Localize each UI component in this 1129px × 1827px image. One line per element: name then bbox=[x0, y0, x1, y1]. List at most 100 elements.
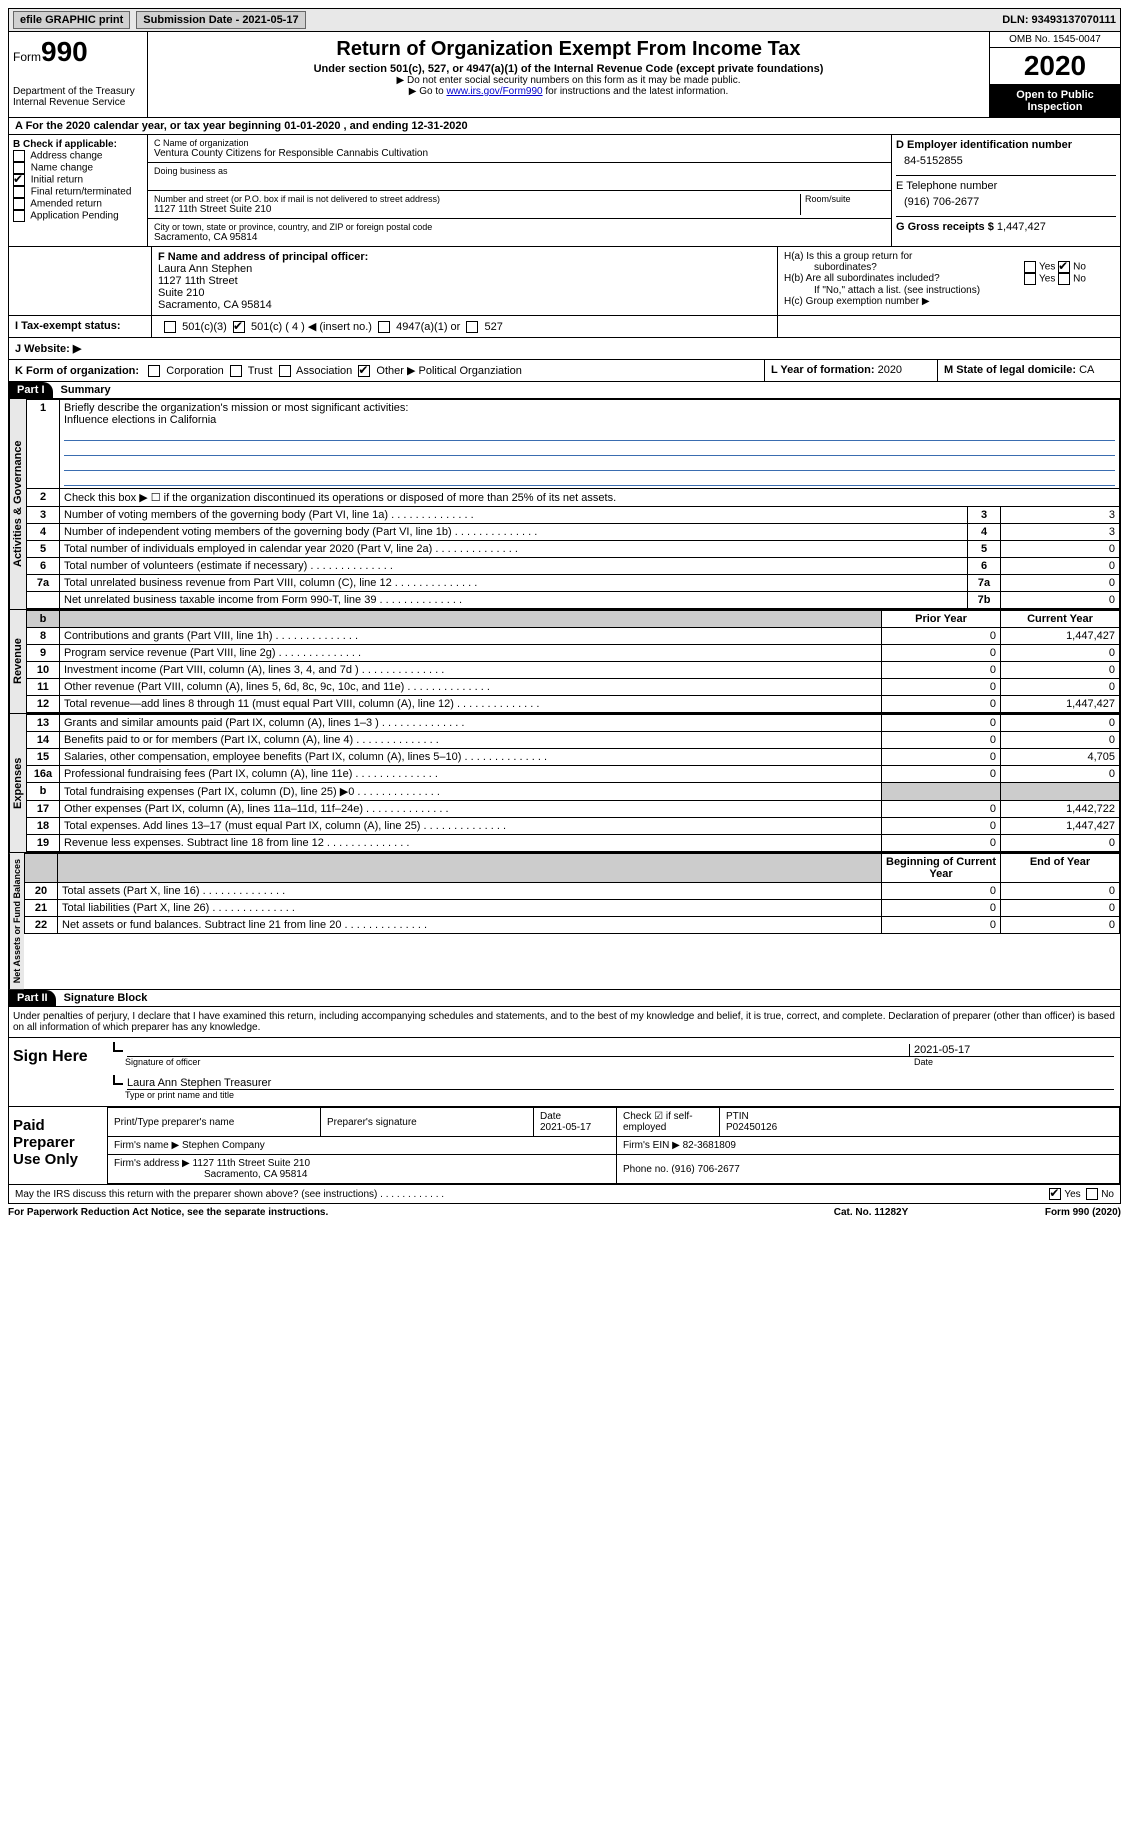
firm-name-label: Firm's name ▶ bbox=[114, 1140, 179, 1151]
firm-addr-label: Firm's address ▶ bbox=[114, 1158, 190, 1169]
firm-addr1: 1127 11th Street Suite 210 bbox=[193, 1158, 311, 1169]
tab-net-assets: Net Assets or Fund Balances bbox=[9, 853, 24, 989]
efile-print-button[interactable]: efile GRAPHIC print bbox=[13, 11, 130, 29]
website-label: J Website: ▶ bbox=[9, 338, 151, 359]
gross-label: G Gross receipts $ bbox=[896, 221, 994, 233]
irs-link[interactable]: www.irs.gov/Form990 bbox=[446, 86, 542, 97]
yes-label: Yes bbox=[1039, 262, 1055, 273]
line-num: b bbox=[27, 611, 60, 628]
footer: For Paperwork Reduction Act Notice, see … bbox=[8, 1204, 1121, 1221]
pra-notice: For Paperwork Reduction Act Notice, see … bbox=[8, 1207, 771, 1218]
firm-name: Stephen Company bbox=[182, 1140, 265, 1151]
self-employed-check: Check ☑ if self-employed bbox=[617, 1108, 720, 1137]
box-j: J Website: ▶ bbox=[8, 338, 1121, 360]
firm-phone: (916) 706-2677 bbox=[671, 1164, 739, 1175]
tab-expenses: Expenses bbox=[9, 714, 26, 852]
sig-officer-label: Signature of officer bbox=[125, 1057, 914, 1067]
yes-label2: Yes bbox=[1039, 274, 1055, 285]
phone-label: E Telephone number bbox=[896, 175, 1116, 192]
part1-title: Summary bbox=[53, 382, 119, 398]
discuss-row: May the IRS discuss this return with the… bbox=[8, 1185, 1121, 1204]
box-b: B Check if applicable: Address change Na… bbox=[9, 135, 148, 246]
ptin-value: P02450126 bbox=[726, 1122, 777, 1133]
ha-yes-checkbox[interactable] bbox=[1024, 261, 1036, 273]
officer-label: F Name and address of principal officer: bbox=[158, 251, 771, 263]
dln: DLN: 93493137070111 bbox=[1002, 14, 1116, 26]
cat-no: Cat. No. 11282Y bbox=[771, 1207, 971, 1218]
ptin-label: PTIN bbox=[726, 1111, 749, 1122]
year-formation: 2020 bbox=[878, 364, 902, 376]
ssn-note: ▶ Do not enter social security numbers o… bbox=[152, 75, 985, 86]
prep-date-value: 2021-05-17 bbox=[540, 1122, 591, 1133]
sign-here-block: Sign Here 2021-05-17 Signature of office… bbox=[8, 1038, 1121, 1107]
phone-value: (916) 706-2677 bbox=[896, 192, 1116, 216]
h-note: If "No," attach a list. (see instruction… bbox=[784, 285, 1114, 296]
end-year-header: End of Year bbox=[1001, 854, 1120, 883]
ha-no-checkbox[interactable] bbox=[1058, 261, 1070, 273]
tab-revenue: Revenue bbox=[9, 610, 26, 713]
city-label: City or town, state or province, country… bbox=[154, 222, 885, 232]
part2-bar: Part II Signature Block bbox=[8, 990, 1121, 1007]
firm-phone-label: Phone no. bbox=[623, 1164, 669, 1175]
sig-date-value: 2021-05-17 bbox=[909, 1044, 1114, 1056]
paid-preparer-block: Paid Preparer Use Only Print/Type prepar… bbox=[8, 1107, 1121, 1185]
firm-addr2: Sacramento, CA 95814 bbox=[114, 1169, 307, 1180]
form-title: Return of Organization Exempt From Incom… bbox=[152, 38, 985, 61]
form-subtitle: Under section 501(c), 527, or 4947(a)(1)… bbox=[152, 63, 985, 75]
tax-status-label: I Tax-exempt status: bbox=[9, 316, 152, 337]
prior-year-header: Prior Year bbox=[882, 611, 1001, 628]
discontinued-note: Check this box ▶ ☐ if the organization d… bbox=[60, 489, 1120, 507]
officer-group-block: F Name and address of principal officer:… bbox=[8, 247, 1121, 316]
tax-status-checkbox[interactable] bbox=[164, 321, 176, 333]
box-c: C Name of organization Ventura County Ci… bbox=[148, 135, 892, 246]
form-org-other: Political Organziation bbox=[419, 365, 522, 377]
street-address: 1127 11th Street Suite 210 bbox=[154, 204, 800, 215]
preparer-name-label: Print/Type preparer's name bbox=[108, 1108, 321, 1137]
org-name: Ventura County Citizens for Responsible … bbox=[154, 148, 885, 159]
section-net-assets: Net Assets or Fund Balances Beginning of… bbox=[8, 853, 1121, 990]
hb-yes-checkbox[interactable] bbox=[1024, 273, 1036, 285]
sign-here-label: Sign Here bbox=[9, 1038, 107, 1106]
yes-label3: Yes bbox=[1064, 1189, 1080, 1200]
city-state-zip: Sacramento, CA 95814 bbox=[154, 232, 885, 243]
form-org-checkbox[interactable] bbox=[279, 365, 291, 377]
goto-post: for instructions and the latest informat… bbox=[543, 86, 729, 97]
boxb-checkbox[interactable] bbox=[13, 210, 25, 222]
domicile-label: M State of legal domicile: bbox=[944, 364, 1076, 376]
tax-status-checkbox[interactable] bbox=[378, 321, 390, 333]
type-name-label: Type or print name and title bbox=[125, 1090, 1114, 1100]
line-num: 2 bbox=[27, 489, 60, 507]
dba-label: Doing business as bbox=[154, 166, 885, 176]
box-klm: K Form of organization: Corporation Trus… bbox=[8, 360, 1121, 382]
no-label2: No bbox=[1073, 274, 1086, 285]
tax-status-checkbox[interactable] bbox=[466, 321, 478, 333]
form-org-checkbox[interactable] bbox=[358, 365, 370, 377]
form-number: 990 bbox=[41, 36, 88, 67]
street-label: Number and street (or P.O. box if mail i… bbox=[154, 194, 800, 204]
current-year-header: Current Year bbox=[1001, 611, 1120, 628]
form-org-checkbox[interactable] bbox=[148, 365, 160, 377]
box-f: F Name and address of principal officer:… bbox=[152, 247, 778, 315]
sig-date-label: Date bbox=[914, 1057, 1114, 1067]
tab-governance: Activities & Governance bbox=[9, 399, 26, 609]
boxb-checkbox[interactable] bbox=[13, 174, 25, 186]
section-revenue: Revenue b Prior Year Current Year 8Contr… bbox=[8, 610, 1121, 714]
org-name-label: C Name of organization bbox=[154, 138, 885, 148]
line-num: 1 bbox=[27, 400, 60, 489]
gross-value: 1,447,427 bbox=[997, 221, 1046, 233]
box-deg: D Employer identification number 84-5152… bbox=[892, 135, 1120, 246]
box-i: I Tax-exempt status: 501(c)(3) 501(c) ( … bbox=[8, 316, 1121, 338]
tax-status-checkbox[interactable] bbox=[233, 321, 245, 333]
form-org-checkbox[interactable] bbox=[230, 365, 242, 377]
discuss-no-checkbox[interactable] bbox=[1086, 1188, 1098, 1200]
discuss-yes-checkbox[interactable] bbox=[1049, 1188, 1061, 1200]
goto-pre: ▶ Go to bbox=[409, 86, 447, 97]
form-header: Form990 Department of the Treasury Inter… bbox=[8, 32, 1121, 118]
boxb-checkbox[interactable] bbox=[13, 186, 25, 198]
boxb-checkbox[interactable] bbox=[13, 198, 25, 210]
year-formation-label: L Year of formation: bbox=[771, 364, 875, 376]
boxb-checkbox[interactable] bbox=[13, 150, 25, 162]
hb-no-checkbox[interactable] bbox=[1058, 273, 1070, 285]
submission-date: Submission Date - 2021-05-17 bbox=[136, 11, 305, 29]
entity-block: B Check if applicable: Address change Na… bbox=[8, 135, 1121, 247]
